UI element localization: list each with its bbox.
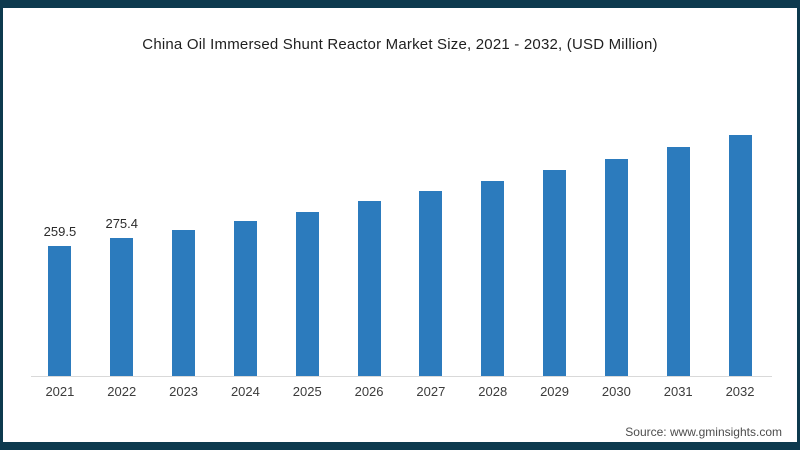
x-axis-label-2029: 2029 (540, 384, 569, 399)
bar-column-2030 (585, 128, 647, 376)
x-axis-label-2021: 2021 (45, 384, 75, 399)
bar-2030 (604, 159, 628, 376)
bar-column-2026 (338, 128, 400, 376)
bar-column-2023 (153, 128, 215, 376)
x-axis-label-2031: 2031 (663, 384, 693, 399)
bar-column-2027 (400, 128, 462, 376)
bar-2026 (357, 201, 381, 376)
x-axis-label-2023: 2023 (169, 384, 199, 399)
bar-2027 (419, 191, 443, 376)
bar-2022 (110, 238, 134, 376)
bar-column-2032 (709, 128, 771, 376)
x-axis-label-2027: 2027 (416, 384, 446, 399)
bar-column-2031 (647, 128, 709, 376)
x-axis-label-2032: 2032 (725, 384, 755, 399)
bar-2021 (48, 246, 72, 376)
bar-column-2024 (214, 128, 276, 376)
x-axis-label-2025: 2025 (292, 384, 322, 399)
bar-2029 (543, 170, 567, 376)
bar-2032 (728, 135, 752, 376)
x-axis-label-2030: 2030 (601, 384, 631, 399)
bar-column-2021: 259.5 (29, 128, 91, 376)
source-credit: Source: www.gminsights.com (625, 425, 782, 439)
bar-chart-plot-area: 259.5 275.4 (29, 128, 771, 376)
chart-title: China Oil Immersed Shunt Reactor Market … (142, 36, 658, 53)
x-axis-label-2022: 2022 (107, 384, 137, 399)
bar-2024 (233, 221, 257, 376)
x-axis-label-2028: 2028 (478, 384, 508, 399)
bar-value-label: 259.5 (43, 224, 77, 239)
bar-2031 (666, 147, 690, 376)
bar-column-2025 (276, 128, 338, 376)
x-axis-labels: 2021 2022 2023 2024 2025 2026 2027 2028 2029 2030… (29, 384, 771, 399)
x-axis-label-2026: 2026 (354, 384, 384, 399)
x-axis-line (31, 376, 772, 377)
bar-column-2029 (524, 128, 586, 376)
bar-column-2028 (462, 128, 524, 376)
bar-2025 (295, 212, 319, 376)
bar-column-2022: 275.4 (91, 128, 153, 376)
bar-value-label: 275.4 (105, 216, 139, 231)
bar-2028 (481, 181, 505, 376)
x-axis-label-2024: 2024 (230, 384, 260, 399)
bar-2023 (172, 230, 196, 376)
